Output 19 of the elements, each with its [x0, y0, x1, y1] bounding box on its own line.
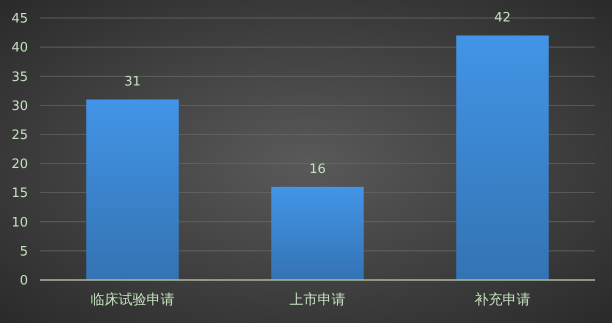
x-tick-label: 临床试验申请 — [90, 292, 174, 308]
x-tick-label: 补充申请 — [474, 292, 530, 308]
y-tick-label: 20 — [11, 157, 28, 172]
data-label: 42 — [494, 10, 511, 26]
bar — [456, 35, 549, 280]
y-tick-label: 0 — [20, 274, 28, 289]
y-tick-label: 5 — [20, 244, 28, 260]
bar — [271, 186, 364, 280]
bar — [86, 100, 179, 280]
x-tick-label: 上市申请 — [290, 292, 346, 308]
y-tick-label: 10 — [11, 215, 28, 230]
data-label: 16 — [309, 162, 326, 177]
y-tick-label: 45 — [11, 12, 28, 27]
y-tick-label: 15 — [11, 186, 28, 202]
data-label: 31 — [124, 74, 141, 90]
y-tick-label: 30 — [11, 98, 28, 114]
y-tick-label: 35 — [11, 70, 28, 85]
y-tick-label: 40 — [11, 40, 28, 56]
y-tick-label: 25 — [11, 128, 28, 143]
